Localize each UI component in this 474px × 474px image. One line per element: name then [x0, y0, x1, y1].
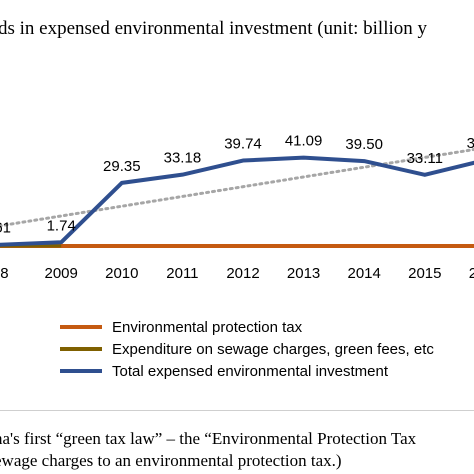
caption-line-2: ewage charges to an environmental protec…	[0, 451, 342, 470]
x-tick-label: 2016	[469, 265, 474, 282]
series-line-3	[0, 155, 474, 247]
x-tick-label: 2010	[105, 265, 138, 282]
legend-swatch	[60, 369, 102, 373]
chart-legend: Environmental protection tax Expenditure…	[60, 316, 434, 382]
legend-item-sewage-charges: Expenditure on sewage charges, green fee…	[60, 338, 434, 360]
line-chart: .61 1.74 29.35 33.18 39.74 41.09 39.50 33.11 39.…	[0, 133, 474, 282]
legend-label: Environmental protection tax	[112, 318, 303, 336]
chart-title: ds in expensed environmental investment …	[0, 18, 428, 39]
data-label: 39.96	[467, 135, 474, 152]
legend-item-environmental-protection-tax: Environmental protection tax	[60, 316, 434, 338]
caption-line-1: na's first “green tax law” – the “Enviro…	[0, 429, 417, 448]
data-label: 33.18	[164, 150, 202, 167]
data-label: 41.09	[285, 133, 323, 150]
trendline	[0, 147, 474, 228]
x-tick-label: 2013	[287, 265, 320, 282]
data-label: 33.11	[407, 150, 443, 167]
separator-line	[0, 410, 474, 411]
legend-swatch	[60, 347, 102, 351]
data-label: 29.35	[103, 158, 141, 175]
x-tick-label: 2009	[45, 265, 78, 282]
legend-item-total-investment: Total expensed environmental investment	[60, 360, 434, 382]
legend-label: Total expensed environmental investment	[112, 362, 388, 380]
x-tick-label: 2012	[226, 265, 259, 282]
data-label: 1.74	[47, 217, 76, 234]
data-label: .61	[0, 220, 11, 237]
x-tick-label: 008	[0, 265, 9, 282]
figure-caption: na's first “green tax law” – the “Enviro…	[0, 428, 416, 472]
data-label: 39.74	[224, 136, 262, 153]
legend-label: Expenditure on sewage charges, green fee…	[112, 340, 434, 358]
x-tick-label: 2015	[408, 265, 441, 282]
x-tick-label: 2011	[166, 265, 198, 282]
data-label: 39.50	[345, 136, 383, 153]
x-tick-label: 2014	[348, 265, 381, 282]
legend-swatch	[60, 325, 102, 329]
